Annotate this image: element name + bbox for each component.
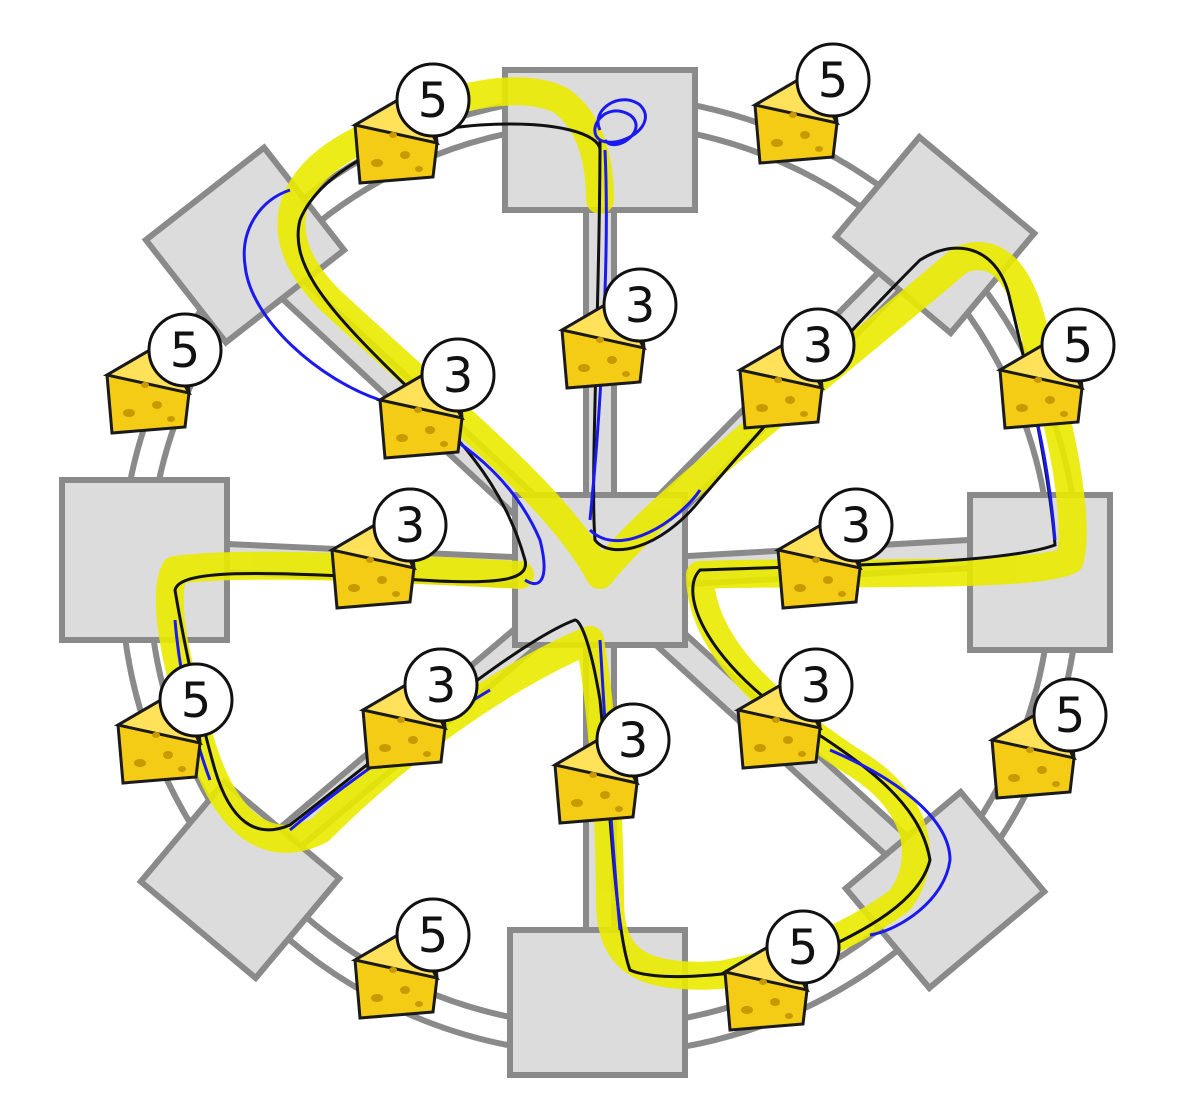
cheese-value: 5	[181, 673, 212, 729]
value-badge	[765, 909, 841, 985]
cheese-value: 3	[395, 498, 426, 554]
cheese-3-northeast-spoke: 3	[738, 307, 856, 430]
cheese-3-east-spoke: 3	[776, 487, 894, 610]
value-badge	[395, 62, 471, 138]
value-badge	[818, 487, 894, 563]
value-badge	[395, 897, 471, 973]
drawn-path-black	[173, 122, 1057, 979]
cheese-value: 3	[803, 318, 834, 374]
value-badge	[147, 312, 223, 388]
cheese-value: 5	[1055, 688, 1086, 744]
cheese-5-south-left: 5	[353, 897, 471, 1020]
value-badge	[1040, 307, 1116, 383]
cheese-value: 5	[170, 323, 201, 379]
value-badge	[602, 267, 678, 343]
cheese-pieces: 5 5 5 5 5 5 5	[105, 42, 1116, 1032]
cheese-5-east-upper: 5	[998, 307, 1116, 430]
room-south	[507, 927, 688, 1078]
value-badge	[795, 42, 871, 118]
value-badge	[403, 647, 479, 723]
cheese-3-southwest-spoke: 3	[361, 647, 479, 770]
cheese-5-north-left: 5	[353, 62, 471, 185]
cheese-value: 3	[618, 713, 649, 769]
cheese-3-southeast-spoke: 3	[736, 647, 854, 770]
value-badge	[420, 337, 496, 413]
cheese-value: 5	[1063, 318, 1094, 374]
cheese-5-south-right: 5	[723, 909, 841, 1032]
cheese-value: 3	[841, 498, 872, 554]
value-badge	[372, 487, 448, 563]
room-northeast	[831, 132, 1039, 338]
cheese-value: 5	[818, 53, 849, 109]
cheese-value: 5	[788, 920, 819, 976]
room-west	[59, 477, 230, 643]
cheese-value: 3	[443, 348, 474, 404]
value-badge	[778, 647, 854, 723]
cheese-3-northwest-spoke: 3	[378, 337, 496, 460]
cheese-5-east-lower: 5	[990, 677, 1108, 800]
value-badge	[1032, 677, 1108, 753]
cheese-value: 5	[418, 73, 449, 129]
cheese-5-west-lower: 5	[116, 662, 234, 785]
cheese-5-north-right: 5	[753, 42, 871, 165]
cheese-3-west-spoke: 3	[330, 487, 448, 610]
cheese-3-north-spoke: 3	[560, 267, 678, 390]
cheese-value: 3	[625, 278, 656, 334]
value-badge	[780, 307, 856, 383]
value-badge	[158, 662, 234, 738]
cheese-value: 5	[418, 908, 449, 964]
cheese-5-west-upper: 5	[105, 312, 223, 435]
value-badge	[595, 702, 671, 778]
cheese-3-south-spoke: 3	[553, 702, 671, 825]
cheese-value: 3	[801, 658, 832, 714]
cheese-value: 3	[426, 658, 457, 714]
